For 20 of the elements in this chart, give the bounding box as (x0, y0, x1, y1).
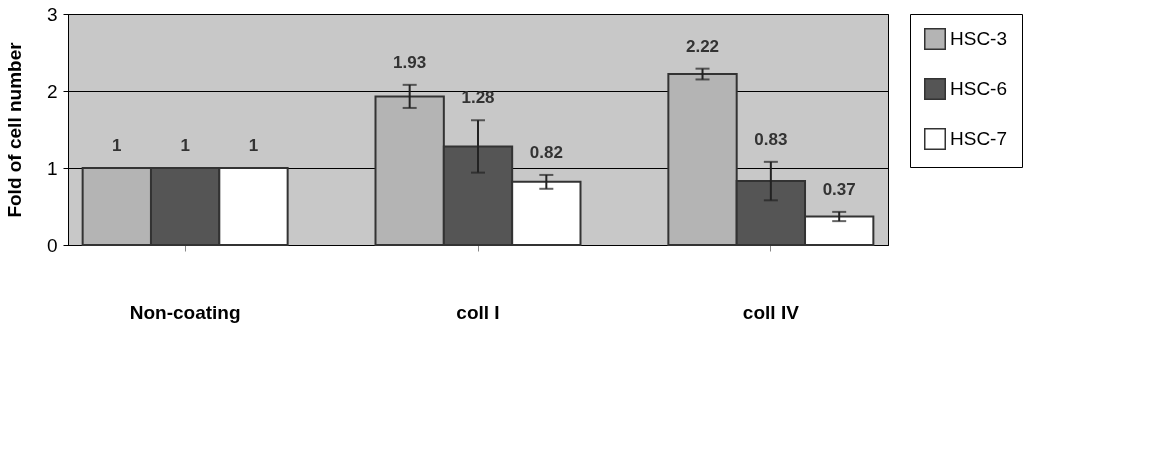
x-tick-label: coll I (456, 301, 500, 323)
x-tick-label: coll IV (742, 301, 800, 323)
data-label: 1.93 (393, 52, 427, 72)
data-label: 1 (248, 136, 259, 155)
legend-label: HSC-3 (950, 28, 1008, 49)
data-label: 0.83 (754, 129, 788, 149)
y-tick-label: 3 (46, 3, 58, 25)
data-label: 1 (180, 136, 190, 155)
data-label: 2.22 (685, 36, 720, 56)
data-label: 0.82 (529, 142, 563, 162)
y-tick-label: 0 (46, 234, 58, 256)
data-label: 1 (112, 136, 122, 155)
data-label: 1.28 (461, 88, 495, 108)
x-tick-label: Non-coating (129, 301, 241, 323)
y-axis-title: Fold of cell number (3, 41, 25, 218)
legend-label: HSC-7 (950, 128, 1008, 149)
y-tick-label: 2 (46, 80, 58, 102)
y-tick-label: 1 (46, 157, 58, 179)
data-label: 0.37 (822, 179, 856, 199)
legend-label: HSC-6 (950, 78, 1008, 99)
